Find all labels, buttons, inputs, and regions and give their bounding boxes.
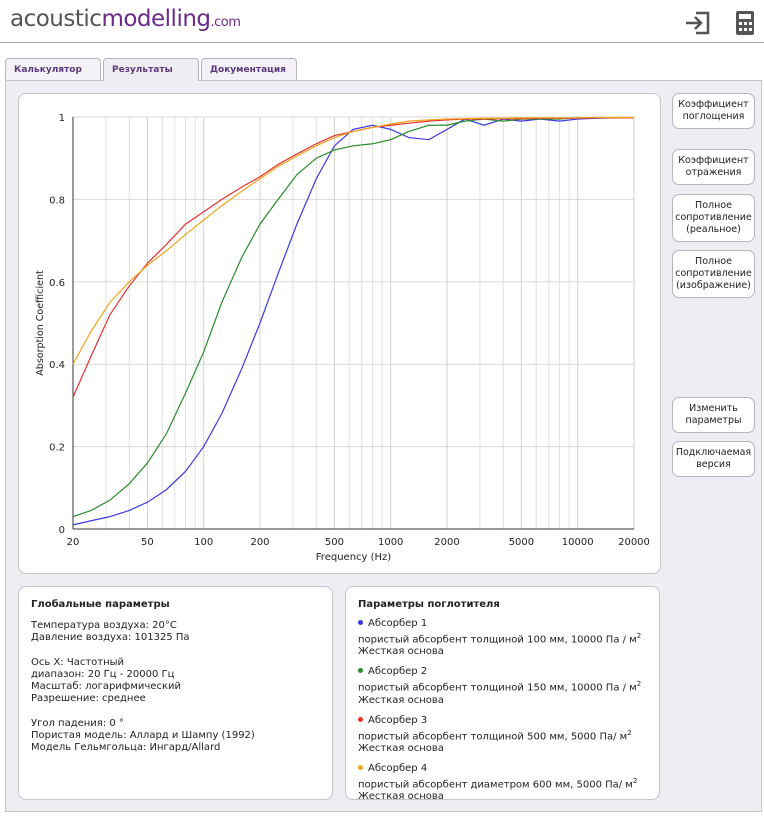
absorber-desc-sup: 2	[632, 776, 638, 785]
side-button[interactable]: Коэффициент отражения	[672, 149, 755, 185]
param-line: Разрешение: среднее	[31, 693, 146, 704]
calculator-icon[interactable]	[735, 10, 755, 36]
x-axis-label: Frequency (Hz)	[316, 552, 392, 563]
absorber-desc: пористый абсорбент толщиной 150 мм, 1000…	[358, 678, 647, 694]
x-tick-label: 5000	[509, 537, 534, 548]
legend-entry: Абсорбер 3	[358, 715, 647, 727]
global-panel: Глобальные параметры Температура воздуха:…	[18, 586, 333, 800]
side-button[interactable]: Полное сопротивление (изображение)	[672, 250, 755, 298]
y-tick-label: 0	[59, 525, 65, 536]
absorber-desc: пористый абсорбент толщиной 500 мм, 5000…	[358, 727, 647, 743]
absorber-desc-sup: 2	[627, 728, 632, 737]
absorber-item: Абсорбер 3 пористый абсорбент толщиной 50…	[358, 715, 647, 755]
side-button[interactable]: Полное сопротивление (реальное)	[672, 194, 755, 242]
x-tick-label: 1000	[378, 537, 403, 548]
series-line	[72, 116, 634, 365]
legend-label: Абсорбер 4	[368, 762, 428, 774]
side-button[interactable]: Коэффициент поглощения	[672, 93, 755, 129]
tab[interactable]: Результаты	[103, 58, 199, 81]
x-tick-label: 200	[250, 537, 269, 548]
legend-marker	[358, 764, 363, 770]
panel-title: Глобальные параметры	[31, 599, 170, 610]
side-button[interactable]: Подключаемая версия	[672, 441, 755, 477]
param-group: Угол падения: 0 ° Пористая модель: Аллард…	[31, 718, 320, 754]
tab[interactable]: Документация	[201, 58, 297, 80]
absorber-item: Абсорбер 1 пористый абсорбент толщиной 10…	[358, 618, 647, 658]
panel-title: Параметры поглотителя	[358, 599, 500, 610]
absorber-desc-text: пористый абсорбент диаметром 600 мм, 500…	[358, 779, 633, 791]
legend-label: Абсорбер 3	[368, 714, 428, 726]
legend-entry: Абсорбер 2	[358, 666, 647, 678]
y-tick-label: 0.6	[49, 278, 65, 289]
side-button[interactable]: Изменить параметры	[672, 397, 755, 433]
logo[interactable]: acousticmodelling.com	[10, 6, 241, 32]
param-group: Ось X: Частотный диапазон: 20 Гц - 20000 …	[31, 657, 320, 705]
legend-label: Абсорбер 2	[368, 666, 428, 678]
y-axis-label: Absorption Coefficient	[35, 270, 46, 376]
logo-text: modelling	[101, 6, 211, 32]
absorber-desc-sup: 2	[636, 680, 642, 689]
legend-label: Абсорбер 1	[368, 618, 428, 629]
absorber-base: Жесткая основа	[358, 646, 444, 658]
absorber-base: Жесткая основа	[358, 791, 444, 803]
absorber-desc-text: пористый абсорбент толщиной 150 мм, 1000…	[358, 682, 637, 694]
absorber-desc-sup: 2	[636, 632, 642, 640]
x-tick-label: 2000	[434, 537, 459, 548]
series-line	[72, 117, 634, 518]
absorber-base: Жесткая основа	[358, 694, 444, 706]
absorber-item: Абсорбер 2 пористый абсорбент толщиной 15…	[358, 666, 647, 706]
y-tick-label: 1	[59, 113, 65, 124]
exit-icon[interactable]	[684, 10, 714, 36]
absorber-panel: Параметры поглотителя Абсорбер 1 пористый …	[345, 586, 660, 803]
absorber-desc: пористый абсорбент толщиной 100 мм, 1000…	[358, 630, 647, 646]
plot-area	[72, 116, 635, 530]
legend-marker	[358, 716, 363, 722]
absorber-item: Абсорбер 4 пористый абсорбент диаметром 6…	[358, 763, 647, 803]
legend-marker	[358, 620, 363, 625]
y-tick-label: 0.8	[49, 195, 65, 206]
param-line: Модель Гельмгольца: Ингард/Allard	[31, 742, 221, 753]
logo-text: .com	[210, 15, 241, 30]
chart: 0 0.2 0.4 0.6 0.8 1 20 50 100 200 500 1000 2000 5000 1…	[35, 113, 650, 563]
y-tick-label: 0.4	[49, 360, 65, 371]
chart-box: 0 0.2 0.4 0.6 0.8 1 20 50 100 200 500 1000 2000 5000 1…	[18, 93, 661, 574]
x-tick-label: 20	[67, 537, 80, 548]
y-tick-label: 0.2	[49, 443, 65, 454]
param-line: Температура воздуха: 20°C	[31, 620, 177, 631]
legend-marker	[358, 668, 363, 674]
param-line: диапазон: 20 Гц - 20000 Гц	[31, 669, 175, 680]
logo-text: acoustic	[10, 6, 102, 32]
legend-entry: Абсорбер 1	[358, 618, 647, 630]
param-line: Масштаб: логарифмический	[31, 681, 181, 692]
param-line: Пористая модель: Аллард и Шампу (1992)	[31, 730, 255, 741]
param-group: Температура воздуха: 20°C Давление воздух…	[31, 620, 320, 644]
legend-entry: Абсорбер 4	[358, 763, 647, 775]
x-tick-label: 500	[325, 537, 344, 548]
tab[interactable]: Калькулятор	[5, 58, 101, 80]
param-line: Угол падения: 0 °	[31, 718, 124, 729]
x-tick-label: 20000	[618, 537, 650, 548]
param-line: Давление воздуха: 101325 Па	[31, 632, 190, 643]
absorber-desc-text: пористый абсорбент толщиной 100 мм, 1000…	[358, 634, 637, 646]
x-tick-label: 100	[194, 537, 213, 548]
param-line: Ось X: Частотный	[31, 657, 125, 668]
x-tick-label: 10000	[562, 537, 594, 548]
absorber-desc-text: пористый абсорбент толщиной 500 мм, 5000…	[358, 730, 628, 742]
x-tick-label: 50	[141, 537, 154, 548]
absorber-desc: пористый абсорбент диаметром 600 мм, 500…	[358, 775, 647, 791]
header-rule	[0, 42, 764, 43]
absorber-base: Жесткая основа	[358, 742, 444, 754]
